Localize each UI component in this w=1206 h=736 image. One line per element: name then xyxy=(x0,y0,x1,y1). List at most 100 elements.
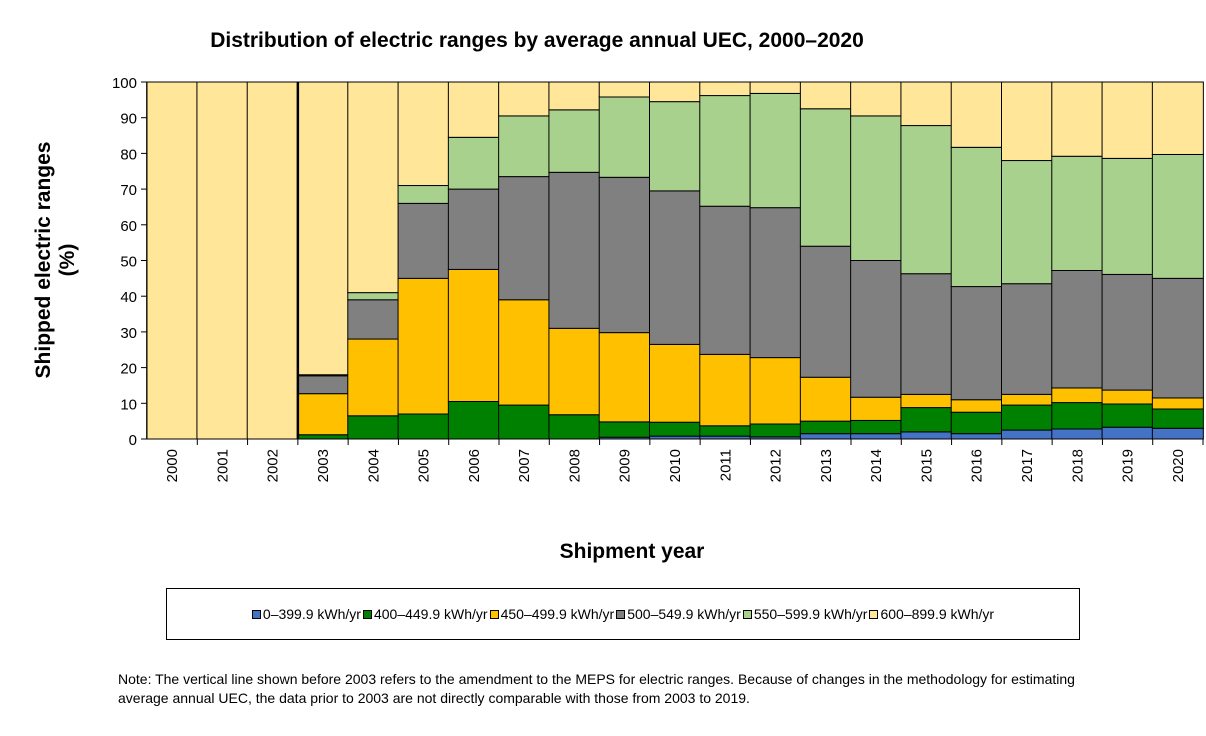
bar-segment xyxy=(1151,277,1204,399)
bar-segment xyxy=(1001,429,1053,440)
bar-segment xyxy=(498,299,551,406)
x-tick-label: 2008 xyxy=(566,449,583,482)
y-tick-label: 100 xyxy=(112,75,137,92)
bar-segment xyxy=(900,273,953,395)
bar-segment xyxy=(1151,427,1204,440)
bar-segment xyxy=(1101,157,1154,275)
x-tick-label: 2002 xyxy=(265,449,282,482)
bar-segment xyxy=(649,190,701,345)
bar-segment xyxy=(850,396,903,421)
bar-segment xyxy=(699,353,752,427)
x-tick-label: 2014 xyxy=(868,449,885,482)
bar-segment xyxy=(900,81,953,127)
bar-segment xyxy=(397,277,450,415)
bar-segment xyxy=(548,81,601,111)
x-tick-label: 2005 xyxy=(416,449,433,482)
x-tick-label: 2007 xyxy=(516,449,533,482)
legend-item: 400–449.9 kWh/yr xyxy=(362,606,488,622)
bar-segment xyxy=(397,81,450,187)
bar-segment xyxy=(799,108,852,247)
bar-segment xyxy=(1101,389,1154,405)
bar-segment xyxy=(900,431,953,440)
legend: 0–399.9 kWh/yr 400–449.9 kWh/yr 450–499.9 … xyxy=(166,588,1080,640)
bar-segment xyxy=(699,205,752,355)
bar-segment xyxy=(347,299,400,340)
legend-swatch xyxy=(489,609,499,619)
bar-segment xyxy=(447,188,500,270)
x-tick-label: 2003 xyxy=(315,449,332,482)
legend-item: 600–899.9 kWh/yr xyxy=(869,606,994,622)
bar-segment xyxy=(397,413,450,440)
bar-segment xyxy=(699,425,752,437)
bar-segment xyxy=(498,176,551,301)
bar-segment xyxy=(297,81,349,376)
bar-segment xyxy=(447,136,500,190)
bar-segment xyxy=(950,146,1003,288)
bar-segment xyxy=(1001,160,1053,285)
legend-swatch xyxy=(616,609,626,619)
bar-segment xyxy=(447,401,500,440)
bar-segment xyxy=(950,411,1003,435)
bar-segment xyxy=(850,433,903,440)
y-tick-label: 60 xyxy=(120,218,137,235)
bar-segment xyxy=(498,115,551,178)
chart-title: Distribution of electric ranges by avera… xyxy=(210,29,864,52)
legend-label: 400–449.9 kWh/yr xyxy=(373,606,488,622)
bar-segment xyxy=(1151,408,1204,429)
bar-segment xyxy=(699,95,752,207)
legend-item: 0–399.9 kWh/yr xyxy=(251,606,361,622)
bar-segment xyxy=(799,81,852,110)
legend-label: 600–899.9 kWh/yr xyxy=(880,606,995,622)
bar-segment xyxy=(447,268,500,403)
bar-segment xyxy=(799,376,852,422)
bar-segment xyxy=(246,81,299,440)
x-tick-label: 2013 xyxy=(818,449,835,482)
bar-segment xyxy=(1001,404,1053,431)
bar-segment xyxy=(1051,81,1104,157)
bar-segment xyxy=(900,393,953,409)
bar-segment xyxy=(1051,155,1104,271)
bar-segment xyxy=(649,343,701,423)
bar-segment xyxy=(347,292,400,301)
x-axis-title: Shipment year xyxy=(560,540,705,563)
y-axis-title: Shipped electric ranges(%) xyxy=(32,142,79,379)
bar-segment xyxy=(749,92,802,209)
bar-segment xyxy=(548,414,601,440)
bar-segment xyxy=(749,81,802,94)
bar-segment xyxy=(749,357,802,425)
axes: 0 10 20 30 40 50 60 70 80 90 100 2000 2001 2002 2003 20… xyxy=(112,75,1204,482)
bar-segment xyxy=(447,81,500,138)
bar-segment xyxy=(1101,426,1154,440)
bar-segment xyxy=(397,202,450,279)
bar-segment xyxy=(649,421,701,437)
legend-swatch xyxy=(742,609,752,619)
bar-segment xyxy=(1151,81,1204,155)
x-tick-label: 2020 xyxy=(1170,449,1187,482)
bar-segment xyxy=(548,109,601,173)
bar-segment xyxy=(397,185,450,204)
bar-segment xyxy=(146,81,199,440)
y-tick-label: 80 xyxy=(120,146,137,163)
legend-label: 450–499.9 kWh/yr xyxy=(500,606,615,622)
legend-swatch xyxy=(362,609,372,619)
bar-segment xyxy=(598,421,651,438)
bar-segment xyxy=(1101,81,1154,159)
y-tick-label: 70 xyxy=(120,182,137,199)
legend-item: 550–599.9 kWh/yr xyxy=(742,606,867,622)
bar-segment xyxy=(498,404,551,440)
bar-segment xyxy=(1051,428,1104,440)
bars xyxy=(146,81,1204,440)
y-tick-label: 0 xyxy=(129,432,137,449)
bar-segment xyxy=(347,415,400,440)
x-tick-label: 2004 xyxy=(365,449,382,482)
x-tick-label: 2018 xyxy=(1069,449,1086,482)
bar-segment xyxy=(598,81,651,98)
bar-segment xyxy=(548,327,601,416)
bar-segment xyxy=(850,260,903,398)
bar-segment xyxy=(850,419,903,435)
bar-segment xyxy=(699,81,752,97)
x-tick-label: 2019 xyxy=(1120,449,1137,482)
bar-segment xyxy=(598,96,651,178)
bar-segment xyxy=(950,286,1003,401)
